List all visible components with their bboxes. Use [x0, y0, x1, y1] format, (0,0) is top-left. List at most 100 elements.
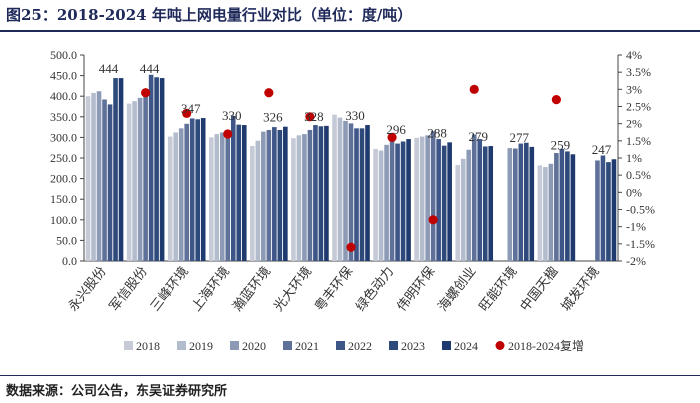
bar-2018 [126, 103, 132, 261]
legend-label: 2018 [136, 339, 160, 353]
bar-2020 [219, 132, 225, 261]
growth-dot [223, 129, 233, 139]
category-label: 伟明环保 [394, 264, 438, 314]
data-label: 288 [427, 125, 447, 140]
bar-2021 [102, 99, 107, 261]
y2-tick-label: 4% [626, 48, 642, 62]
data-label: 277 [510, 130, 530, 145]
y-tick-label: 450.0 [50, 69, 77, 83]
data-label: 330 [345, 108, 365, 123]
y-tick-label: 0.0 [62, 254, 77, 268]
bar-2021 [554, 153, 559, 261]
bar-2018 [167, 136, 173, 261]
bar-2022 [230, 115, 236, 261]
bar-2023 [482, 146, 488, 261]
bar-2020 [548, 163, 554, 261]
bar-2023 [359, 128, 365, 261]
category-label: 绿色动力 [353, 264, 397, 314]
bar-2018 [250, 146, 255, 261]
bar-2018 [537, 165, 543, 261]
legend-swatch-2023 [389, 341, 398, 350]
bar-2023 [277, 129, 283, 261]
legend-label: 2021 [295, 339, 319, 353]
bar-2018 [455, 165, 461, 261]
bar-2024 [529, 146, 535, 261]
legend-label: 2022 [348, 339, 372, 353]
y2-tick-label: 2.5% [626, 100, 651, 114]
data-label: 330 [222, 108, 242, 123]
growth-dot [346, 242, 356, 252]
bar-2023 [195, 119, 200, 261]
source-note: 数据来源：公司公告，东吴证券研究所 [6, 384, 228, 399]
data-label: 296 [386, 122, 406, 137]
bar-2023 [606, 162, 611, 261]
bar-2022 [148, 74, 154, 261]
growth-dot [551, 95, 561, 105]
y-tick-label: 300.0 [50, 130, 77, 144]
bar-2023 [318, 126, 324, 261]
bar-2022 [313, 125, 318, 261]
bar-2024 [447, 142, 452, 261]
bar-2024 [611, 159, 617, 261]
legend-swatch-2020 [230, 341, 239, 350]
bar-2022 [559, 148, 565, 261]
bar-2023 [441, 145, 447, 261]
bar-2023 [236, 124, 242, 262]
bar-2019 [543, 167, 548, 261]
bar-2018 [414, 137, 419, 261]
y2-tick-label: -1.5% [626, 237, 655, 251]
y2-tick-label: 1.5% [626, 134, 651, 148]
legend-swatch-2018 [124, 341, 133, 350]
bar-2022 [477, 139, 483, 261]
y-tick-label: 50.0 [56, 233, 77, 247]
bar-2024 [406, 139, 411, 261]
y2-tick-label: 0% [626, 185, 642, 199]
y2-tick-label: -1% [626, 220, 646, 234]
bar-2019 [214, 134, 220, 261]
growth-dot [428, 215, 438, 225]
y2-tick-label: 1% [626, 151, 642, 165]
legend-label: 2019 [189, 339, 213, 353]
bar-2019 [419, 136, 425, 261]
bar-2022 [354, 128, 359, 261]
y-tick-label: 250.0 [50, 151, 77, 165]
category-label: 中国天楹 [517, 264, 561, 314]
bar-2021 [143, 92, 148, 261]
bar-2020 [384, 144, 389, 261]
y-tick-label: 400.0 [50, 89, 77, 103]
y2-tick-label: -2% [626, 254, 646, 268]
category-label: 上海环境 [188, 264, 232, 314]
title-divider [0, 30, 700, 32]
data-label: 328 [304, 109, 324, 124]
data-label: 326 [263, 110, 283, 125]
bar-2023 [565, 151, 570, 261]
bar-2024 [159, 78, 165, 262]
bar-2022 [107, 104, 113, 261]
bar-2020 [507, 148, 513, 261]
bar-2020 [137, 97, 143, 262]
bars [85, 74, 617, 262]
y2-tick-label: 0.5% [626, 168, 651, 182]
bar-2021 [307, 129, 313, 261]
data-label: 247 [592, 142, 612, 157]
category-label: 海螺创业 [435, 264, 479, 314]
bar-2024 [570, 154, 576, 261]
bar-2024 [200, 118, 206, 261]
legend-swatch-2021 [283, 341, 292, 350]
y2-tick-label: 3.5% [626, 65, 651, 79]
legend-label: 2020 [242, 339, 266, 353]
bar-2021 [225, 134, 231, 261]
legend-label: 2018-2024复增 [508, 339, 584, 353]
bar-2019 [460, 158, 466, 261]
bar-2023 [524, 142, 529, 261]
bar-2020 [302, 134, 307, 261]
y2-tick-label: 3% [626, 82, 642, 96]
category-label: 旺能环境 [476, 264, 520, 314]
y2-tick-label: -0.5% [626, 203, 655, 217]
growth-dot [387, 132, 397, 142]
bar-2023 [154, 77, 159, 261]
bar-2024 [283, 126, 288, 261]
y-tick-label: 200.0 [50, 172, 77, 186]
data-label: 347 [181, 101, 201, 116]
bar-2021 [430, 131, 436, 261]
